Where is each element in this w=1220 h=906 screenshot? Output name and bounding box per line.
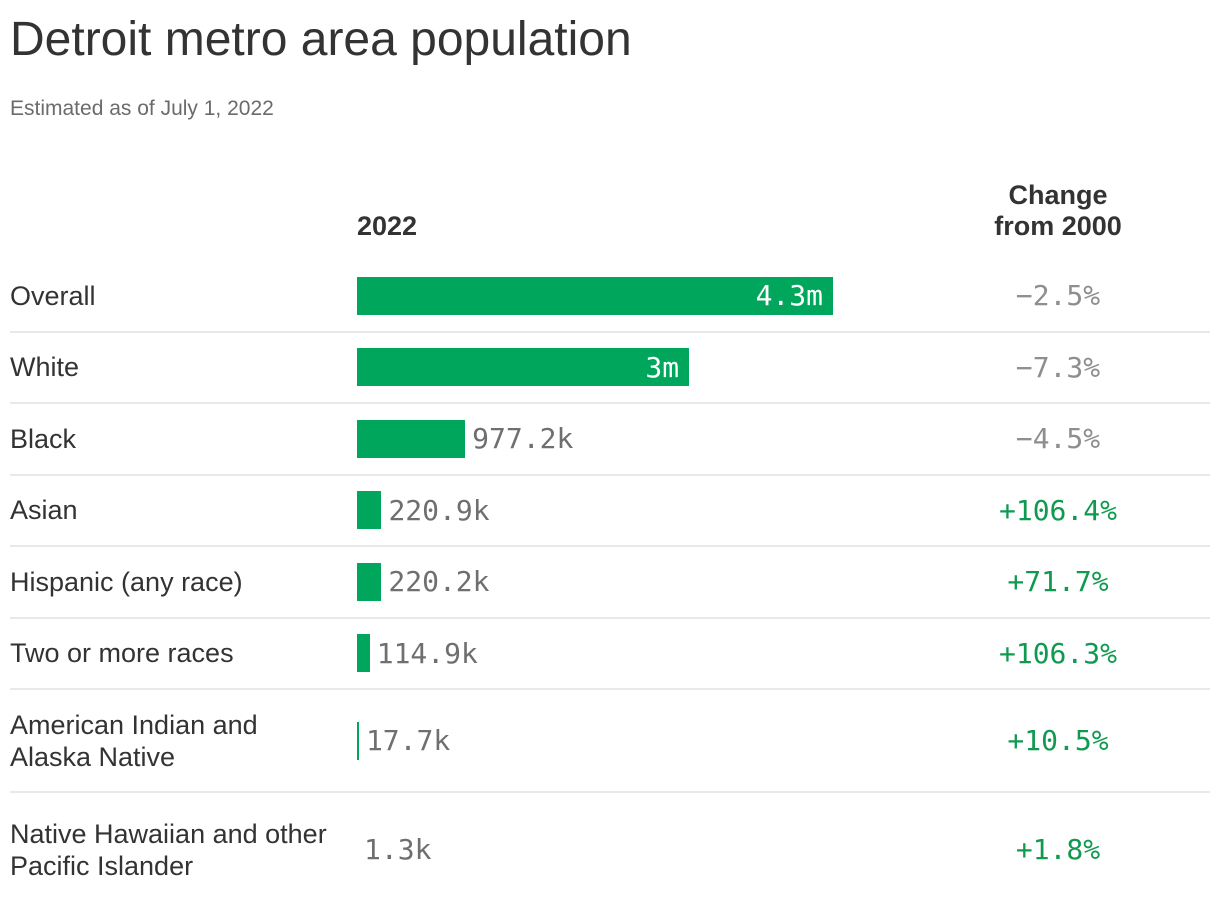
category-cell: Two or more races bbox=[10, 637, 357, 669]
change-value-label: +1.8% bbox=[1015, 833, 1101, 866]
bar-cell: 1.3k bbox=[357, 833, 963, 866]
change-column-header-cell: Change from 2000 bbox=[963, 180, 1153, 242]
change-cell: +1.8% bbox=[963, 833, 1153, 866]
change-value-label: −7.3% bbox=[1015, 350, 1101, 384]
bar-value-label: 4.3m bbox=[755, 279, 823, 313]
change-cell: +71.7% bbox=[963, 565, 1153, 598]
population-bar bbox=[357, 721, 359, 760]
change-cell: −4.5% bbox=[963, 422, 1153, 455]
population-table: 2022 Change from 2000 Overall 4.3m −2.5% … bbox=[0, 180, 1220, 906]
population-bar bbox=[357, 419, 466, 458]
category-cell: Black bbox=[10, 423, 357, 455]
table-row: American Indian and Alaska Native 17.7k … bbox=[10, 690, 1210, 793]
change-value-label: +106.3% bbox=[998, 636, 1117, 670]
change-value-label: +106.4% bbox=[998, 493, 1117, 527]
category-cell: Native Hawaiian and other Pacific Island… bbox=[10, 818, 357, 882]
bar-value-label: 220.2k bbox=[388, 565, 490, 599]
change-value-label: −2.5% bbox=[1015, 279, 1101, 313]
table-row: Hispanic (any race) 220.2k +71.7% bbox=[10, 547, 1210, 619]
category-cell: American Indian and Alaska Native bbox=[10, 709, 357, 773]
bar-cell: 3m bbox=[357, 348, 963, 387]
bar-cell: 114.9k bbox=[357, 634, 963, 673]
bar-cell: 220.9k bbox=[357, 491, 963, 530]
category-label: American Indian and Alaska Native bbox=[10, 709, 258, 772]
category-label: Native Hawaiian and other Pacific Island… bbox=[10, 818, 327, 881]
bar-value-label: 1.3k bbox=[364, 833, 432, 866]
change-value-label: +10.5% bbox=[1007, 724, 1109, 757]
table-row: White 3m −7.3% bbox=[10, 333, 1210, 404]
bar-value-label: 220.9k bbox=[388, 493, 490, 527]
change-header-line2: from 2000 bbox=[994, 211, 1122, 241]
bar-value-label: 977.2k bbox=[472, 422, 574, 456]
table-row: Native Hawaiian and other Pacific Island… bbox=[10, 793, 1210, 906]
change-value-label: −4.5% bbox=[1015, 422, 1101, 456]
table-row: Asian 220.9k +106.4% bbox=[10, 476, 1210, 547]
column-header-change: Change from 2000 bbox=[994, 180, 1122, 242]
page-title: Detroit metro area population bbox=[10, 13, 632, 66]
category-cell: Hispanic (any race) bbox=[10, 566, 357, 598]
change-value-label: +71.7% bbox=[1007, 565, 1109, 599]
category-label: Asian bbox=[10, 495, 78, 526]
change-cell: +10.5% bbox=[963, 724, 1153, 757]
population-bar bbox=[357, 634, 370, 673]
population-bar bbox=[357, 562, 382, 601]
category-cell: Overall bbox=[10, 280, 357, 312]
population-bar: 3m bbox=[357, 348, 690, 387]
change-cell: −7.3% bbox=[963, 351, 1153, 384]
category-cell: White bbox=[10, 351, 357, 383]
change-cell: −2.5% bbox=[963, 279, 1153, 312]
table-row: Two or more races 114.9k +106.3% bbox=[10, 619, 1210, 690]
table-row: Black 977.2k −4.5% bbox=[10, 404, 1210, 476]
bar-cell: 17.7k bbox=[357, 721, 963, 760]
change-cell: +106.3% bbox=[963, 637, 1153, 670]
table-body: Overall 4.3m −2.5% White 3m −7.3% Black bbox=[10, 261, 1210, 906]
population-bar: 4.3m bbox=[357, 276, 833, 315]
chart-subtitle: Estimated as of July 1, 2022 bbox=[10, 97, 274, 120]
population-bar bbox=[357, 491, 382, 530]
bar-value-label: 114.9k bbox=[376, 636, 478, 670]
change-cell: +106.4% bbox=[963, 494, 1153, 527]
category-label: Black bbox=[10, 423, 77, 454]
table-header-row: 2022 Change from 2000 bbox=[10, 180, 1210, 242]
category-label: Hispanic (any race) bbox=[10, 566, 243, 597]
bar-cell: 220.2k bbox=[357, 562, 963, 601]
category-label: Overall bbox=[10, 280, 96, 311]
bar-value-label: 17.7k bbox=[365, 724, 451, 757]
change-header-line1: Change bbox=[1008, 180, 1108, 210]
column-header-2022: 2022 bbox=[357, 211, 418, 241]
category-label: White bbox=[10, 352, 80, 383]
bar-value-label: 3m bbox=[645, 350, 680, 384]
table-row: Overall 4.3m −2.5% bbox=[10, 261, 1210, 333]
bar-cell: 977.2k bbox=[357, 419, 963, 458]
category-cell: Asian bbox=[10, 494, 357, 526]
bar-cell: 4.3m bbox=[357, 276, 963, 315]
category-label: Two or more races bbox=[10, 638, 234, 669]
value-column-header-cell: 2022 bbox=[357, 211, 963, 242]
